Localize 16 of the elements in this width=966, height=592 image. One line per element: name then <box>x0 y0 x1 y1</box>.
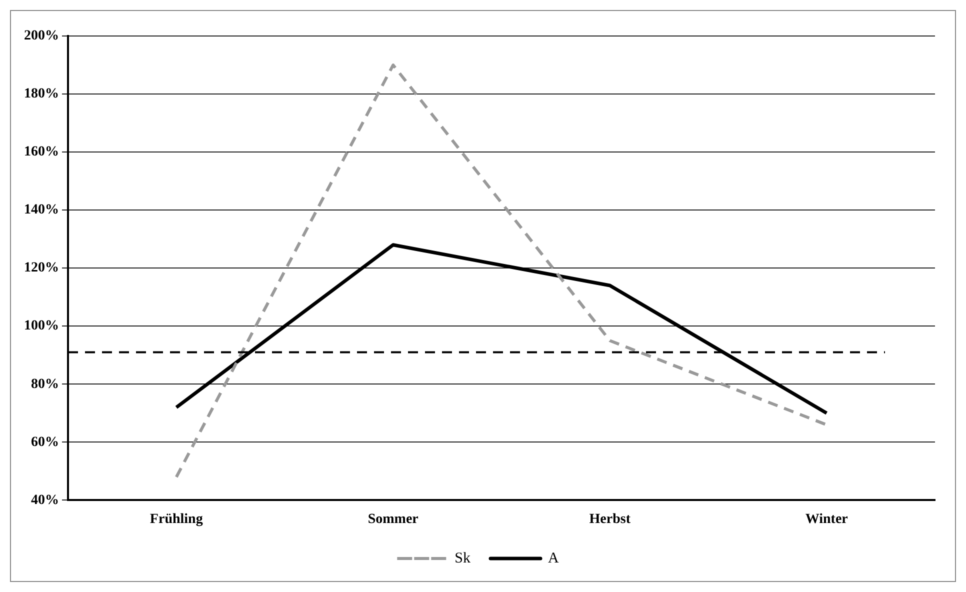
y-tick-label: 60% <box>31 434 59 450</box>
x-tick-label: Winter <box>805 512 848 528</box>
line-series <box>174 64 828 478</box>
y-tick-label: 80% <box>31 376 59 392</box>
y-tick-label: 40% <box>31 492 59 508</box>
y-tick-label: 160% <box>24 144 59 160</box>
legend-label: A <box>548 550 560 566</box>
x-tick-label: Herbst <box>589 512 631 528</box>
x-tick-label: Frühling <box>150 512 203 528</box>
y-tick-label: 120% <box>24 260 59 276</box>
x-tick-label: Sommer <box>368 512 418 528</box>
y-tick-label: 180% <box>24 86 59 102</box>
y-tick-label: 100% <box>24 318 59 334</box>
y-tick-label: 200% <box>24 28 59 44</box>
y-tick-label: 140% <box>24 202 59 218</box>
legend-label: Sk <box>454 550 472 566</box>
